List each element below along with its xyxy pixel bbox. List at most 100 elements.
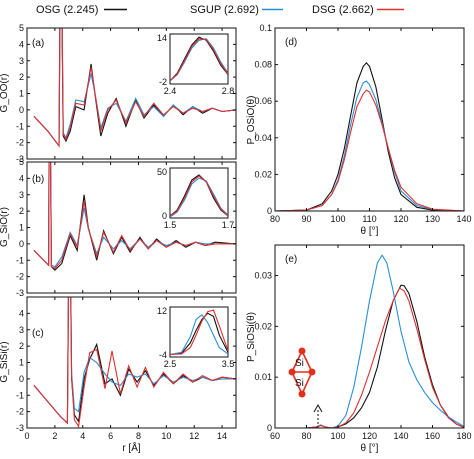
inset-frame xyxy=(169,33,229,85)
series-group xyxy=(275,254,464,428)
series-group xyxy=(33,162,236,271)
series-line-sgup xyxy=(33,297,236,425)
x-tick-label: 12 xyxy=(189,431,199,441)
panel-a-goo: -3 -2 -1 0 1 2 3 4 5 (a) G_OO(r) 2.4 2.8 -2 14 xyxy=(0,23,237,164)
y-tick-label: 0 xyxy=(19,239,24,249)
structure-bond xyxy=(301,350,313,373)
series-line-dsg xyxy=(33,162,236,270)
panel-label: (d) xyxy=(285,37,297,48)
y-axis-label: P_SiOSi(θ) xyxy=(246,312,257,362)
inset-y-tick-label: 12 xyxy=(157,306,167,316)
y-tick-label: -3 xyxy=(16,423,24,433)
inset-x-tick-label: 3.5 xyxy=(222,359,235,369)
y-tick-label: -3 xyxy=(16,154,24,164)
y-tick-label: 0.02 xyxy=(254,321,272,331)
y-axis-label: P_OSiO(θ) xyxy=(246,96,257,145)
x-axis-label: θ [°] xyxy=(361,443,379,454)
y-tick-label: 0.02 xyxy=(254,169,272,179)
x-tick-label: 100 xyxy=(330,431,345,441)
x-tick-label: 8 xyxy=(136,431,141,441)
x-tick-label: 100 xyxy=(330,214,345,224)
y-tick-label: 4 xyxy=(19,308,24,318)
x-tick-label: 180 xyxy=(456,431,471,441)
series-line-sgup xyxy=(275,80,464,211)
oxygen-atom xyxy=(288,368,296,376)
x-tick-label: 120 xyxy=(393,214,408,224)
inset-series-line-dsg xyxy=(170,309,228,356)
y-tick-label: -2 xyxy=(16,272,24,282)
series-line-sgup xyxy=(275,254,464,428)
y-tick-label: 0.06 xyxy=(254,96,272,106)
inset-x-tick-label: 1.7 xyxy=(222,220,235,230)
y-tick-label: 0 xyxy=(19,105,24,115)
x-tick-label: 6 xyxy=(108,431,113,441)
inset-y-tick-label: -4 xyxy=(159,350,167,360)
legend-label-osg: OSG (2.245) xyxy=(36,4,98,16)
series-line-osg xyxy=(275,284,464,428)
y-tick-label: 2 xyxy=(19,72,24,82)
x-axis-label: θ [°] xyxy=(361,226,379,237)
x-tick-label: 140 xyxy=(456,214,471,224)
inset-x-tick-label: 2.5 xyxy=(164,359,177,369)
y-axis-label: G_OO(r) xyxy=(0,74,10,113)
y-tick-label: -2 xyxy=(16,138,24,148)
si-atom-label-top: Si xyxy=(295,358,304,369)
y-tick-label: 4 xyxy=(19,173,24,183)
series-line-dsg xyxy=(275,287,464,428)
y-tick-label: 3 xyxy=(19,325,24,335)
si-atom-label-bottom: Si xyxy=(295,378,304,389)
inset-y-tick-label: 0 xyxy=(162,211,167,221)
x-tick-label: 0 xyxy=(24,431,29,441)
y-tick-label: 2 xyxy=(19,206,24,216)
plot-frame xyxy=(274,244,465,429)
inset-x-tick-label: 2.8 xyxy=(222,86,235,96)
x-tick-label: 10 xyxy=(161,431,171,441)
inset-series-line-dsg xyxy=(170,38,228,82)
plot-frame xyxy=(274,27,465,212)
structure-bond xyxy=(291,350,303,373)
series-line-osg xyxy=(275,61,464,211)
y-tick-label: 1 xyxy=(19,223,24,233)
oxygen-atom xyxy=(298,347,306,355)
y-axis-label: G_SiSi(r) xyxy=(0,341,10,382)
inset-series-line-dsg xyxy=(170,175,228,217)
panel-label: (e) xyxy=(285,254,297,265)
inset-y-tick-label: 14 xyxy=(157,33,167,43)
inset-series-line-osg xyxy=(170,312,228,356)
series-group xyxy=(275,61,464,211)
y-tick-label: -1 xyxy=(16,390,24,400)
inset-series-line-sgup xyxy=(170,314,228,356)
x-tick-label: 60 xyxy=(270,431,280,441)
structure-bond xyxy=(301,371,313,395)
inset-y-tick-label: 50 xyxy=(157,167,167,177)
series-line-dsg xyxy=(275,89,464,211)
inset-frame xyxy=(169,306,229,358)
y-tick-label: 0.04 xyxy=(254,133,272,143)
panel-b-gsio: -3 -2 -1 0 1 2 3 4 5 (b) G_SiO(r) 1.5 1.7 0 50 xyxy=(0,157,237,298)
oxygen-atom xyxy=(298,390,306,398)
y-tick-label: 3 xyxy=(19,190,24,200)
y-tick-label: -2 xyxy=(16,407,24,417)
panel-e-siosi-angle: 60 80 100 120 140 160 180 0 0.01 0.02 0.03 (e) P_SiO… xyxy=(246,244,472,454)
inset-x-tick-label: 1.5 xyxy=(164,220,177,230)
y-tick-label: 5 xyxy=(19,157,24,167)
y-tick-label: 2 xyxy=(19,341,24,351)
legend: OSG (2.245) SGUP (2.692) DSG (2.662) xyxy=(36,4,404,16)
inset-zoom: 2.4 2.8 -2 14 xyxy=(157,33,234,96)
y-tick-label: 0 xyxy=(267,423,272,433)
y-tick-label: 0 xyxy=(267,206,272,216)
y-tick-label: 0.01 xyxy=(254,372,272,382)
y-tick-label: 1 xyxy=(19,89,24,99)
x-tick-label: 140 xyxy=(393,431,408,441)
x-tick-label: 2 xyxy=(52,431,57,441)
y-axis-label: G_SiO(r) xyxy=(0,207,10,247)
y-tick-label: 0.03 xyxy=(254,271,272,281)
panel-label: (c) xyxy=(32,328,44,339)
y-tick-label: 5 xyxy=(19,23,24,33)
y-tick-label: 3 xyxy=(19,56,24,66)
x-tick-label: 14 xyxy=(217,431,227,441)
x-tick-label: 160 xyxy=(425,431,440,441)
y-tick-label: -1 xyxy=(16,255,24,265)
